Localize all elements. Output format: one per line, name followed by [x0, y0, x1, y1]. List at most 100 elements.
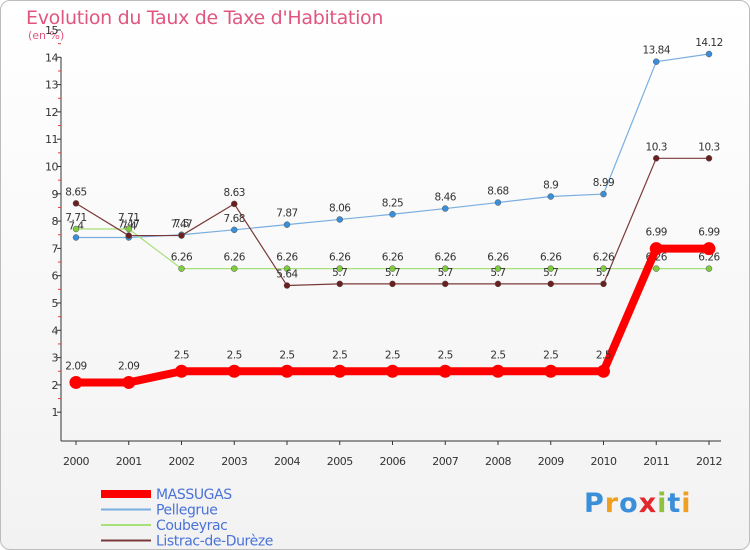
legend-label: MASSUGAS [156, 487, 232, 503]
logo-letter: o [619, 488, 639, 519]
data-point [597, 364, 610, 378]
series-line [76, 53, 710, 239]
data-point [283, 265, 291, 272]
data-point [442, 265, 449, 272]
y-tick-label: 12 [45, 106, 58, 119]
data-label: 5.7 [490, 267, 505, 279]
data-point [438, 364, 452, 378]
data-label: 6.26 [593, 252, 615, 264]
series-listrac-de-dur-ze: 8.65 7.47 7.47 8.63 5.64 5.7 5.7 5.7 5.7 5.7 5.7 10… [65, 141, 720, 289]
data-label: 5.7 [385, 267, 400, 279]
legend-item: Pellegrue [101, 503, 218, 519]
data-label: 6.26 [698, 252, 720, 264]
data-point [72, 225, 80, 233]
data-point [231, 200, 238, 208]
data-point [653, 155, 660, 162]
data-label: 6.26 [382, 252, 404, 264]
series-pellegrue: 7.47.47.57.687.878.068.258.468.688.98.99… [68, 37, 723, 241]
series-coubeyrac: 7.71 7.71 6.26 6.26 6.26 6.26 6.26 6.26 6.26 6.26… [65, 212, 721, 272]
data-point [386, 364, 399, 378]
data-point [389, 280, 396, 288]
data-point [544, 364, 558, 378]
y-tick-label: 13 [45, 79, 58, 92]
x-tick-label: 2000 [63, 455, 89, 468]
data-label: 7.5 [174, 218, 189, 230]
data-label: 8.06 [329, 202, 351, 214]
data-label: 5.7 [438, 267, 453, 279]
y-tick-label: 8 [52, 215, 59, 228]
data-point [491, 364, 505, 378]
logo-letter: i [681, 488, 692, 519]
x-tick-label: 2009 [538, 455, 564, 468]
y-tick-label: 11 [45, 133, 58, 146]
data-label: 7.71 [118, 212, 139, 224]
y-tick-label: 9 [52, 188, 59, 201]
data-label: 8.99 [593, 177, 614, 189]
legend-label: Pellegrue [156, 503, 217, 519]
y-tick-label: 2 [52, 379, 59, 392]
data-label: 7.71 [65, 212, 86, 224]
x-tick-label: 2001 [116, 455, 142, 468]
x-tick-label: 2010 [591, 455, 617, 468]
x-tick-label: 2002 [169, 455, 195, 468]
data-label: 2.09 [118, 360, 139, 372]
data-label: 8.63 [224, 187, 245, 199]
x-tick-label: 2004 [274, 455, 300, 468]
data-label: 2.5 [174, 349, 189, 361]
data-point [494, 280, 502, 288]
data-point [494, 199, 502, 206]
data-point [705, 265, 713, 272]
data-label: 8.65 [65, 186, 86, 198]
data-label: 6.26 [435, 252, 457, 264]
data-point [122, 375, 136, 389]
data-point [125, 225, 132, 233]
y-tick-label: 10 [45, 161, 58, 174]
data-point [705, 155, 713, 162]
data-label: 6.99 [646, 227, 667, 239]
data-label: 6.26 [329, 252, 351, 264]
data-label: 13.84 [642, 45, 670, 57]
data-point [336, 216, 343, 223]
data-point [178, 232, 185, 239]
data-label: 2.5 [385, 349, 400, 361]
x-tick-label: 2008 [485, 455, 511, 468]
data-label: 6.26 [487, 252, 509, 264]
x-tick-label: 2011 [643, 455, 669, 468]
data-point [494, 265, 502, 272]
x-tick-label: 2005 [327, 455, 353, 468]
data-point [227, 364, 241, 378]
data-label: 6.26 [224, 252, 246, 264]
y-tick-label: 1 [52, 406, 59, 419]
data-label: 6.26 [171, 252, 193, 264]
data-point [389, 211, 396, 218]
y-tick-label: 15 [45, 24, 58, 37]
logo-letter: x [638, 488, 658, 519]
data-point [600, 190, 607, 198]
data-label: 2.5 [438, 349, 453, 361]
data-point [69, 375, 83, 389]
data-point [72, 234, 80, 241]
data-point [231, 226, 238, 234]
data-point [389, 265, 396, 272]
data-point [333, 364, 347, 378]
data-label: 14.12 [695, 37, 723, 49]
y-tick-label: 6 [52, 270, 59, 283]
data-label: 2.5 [596, 349, 611, 361]
data-label: 2.5 [543, 349, 558, 361]
legend-item: Listrac-de-Durèze [101, 534, 273, 550]
data-label: 5.7 [596, 267, 611, 279]
y-tick-label: 5 [52, 297, 59, 310]
data-label: 7.68 [224, 213, 245, 225]
data-label: 6.26 [540, 252, 562, 264]
logo-letter: t [667, 488, 682, 519]
data-label: 8.68 [487, 186, 508, 198]
x-tick-label: 2007 [432, 455, 458, 468]
data-label: 5.7 [543, 267, 558, 279]
x-tick-label: 2012 [696, 455, 722, 468]
legend-label: Listrac-de-Durèze [156, 534, 273, 550]
legend-item: Coubeyrac [101, 518, 228, 534]
data-point [178, 265, 185, 272]
data-label: 2.5 [490, 349, 505, 361]
data-point [653, 58, 660, 65]
